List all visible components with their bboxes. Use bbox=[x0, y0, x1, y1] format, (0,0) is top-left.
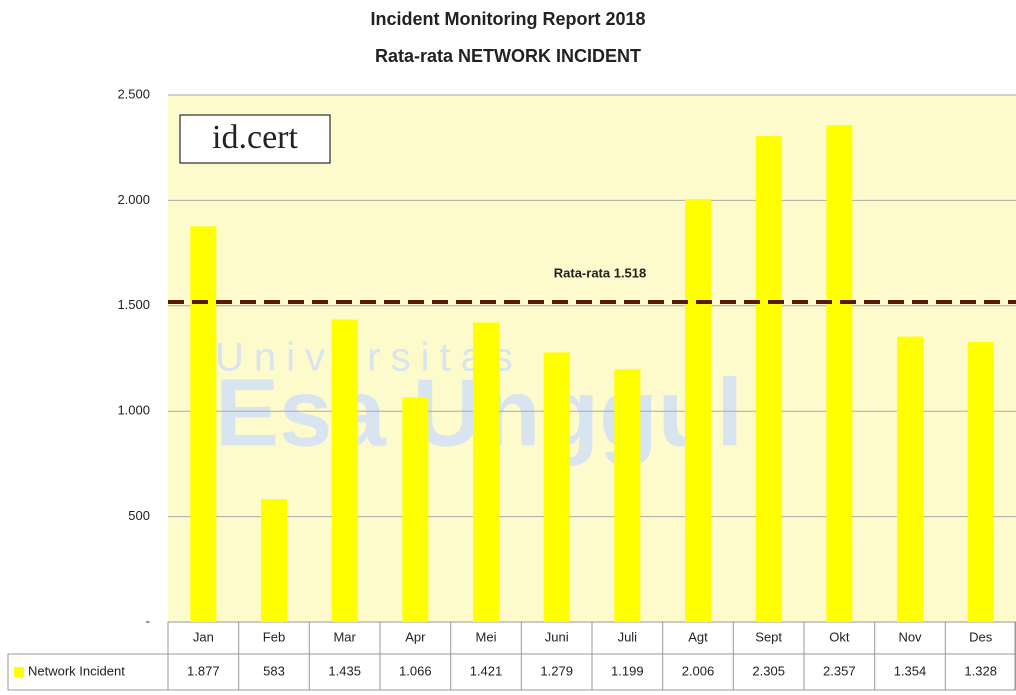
legend-label: Network Incident bbox=[28, 663, 125, 678]
data-label: 1.328 bbox=[964, 663, 997, 678]
x-tick-label: Des bbox=[969, 629, 993, 644]
average-label: Rata-rata 1.518 bbox=[554, 265, 647, 280]
y-tick-label: 2.500 bbox=[117, 86, 150, 101]
data-label: 583 bbox=[263, 663, 285, 678]
data-label: 1.421 bbox=[470, 663, 503, 678]
bar bbox=[826, 125, 852, 622]
data-label: 2.305 bbox=[752, 663, 785, 678]
bar bbox=[473, 322, 499, 622]
data-label: 2.357 bbox=[823, 663, 856, 678]
x-tick-label: Juli bbox=[618, 629, 638, 644]
bar bbox=[968, 342, 994, 622]
chart: Incident Monitoring Report 2018 Rata-rat… bbox=[0, 0, 1016, 695]
bar bbox=[190, 226, 216, 622]
logo: id.cert bbox=[212, 119, 298, 156]
bar bbox=[402, 397, 428, 622]
data-label: 1.877 bbox=[187, 663, 220, 678]
x-tick-label: Mar bbox=[333, 629, 356, 644]
bar bbox=[544, 352, 570, 622]
y-tick-label: 2.000 bbox=[117, 192, 150, 207]
data-label: 1.066 bbox=[399, 663, 432, 678]
x-tick-label: Juni bbox=[545, 629, 569, 644]
table-frame bbox=[8, 654, 1015, 690]
legend-swatch bbox=[14, 667, 24, 677]
bar bbox=[614, 369, 640, 622]
bar bbox=[897, 337, 923, 622]
x-tick-label: Sept bbox=[755, 629, 782, 644]
x-tick-label: Apr bbox=[405, 629, 426, 644]
bar bbox=[756, 136, 782, 622]
data-label: 1.199 bbox=[611, 663, 644, 678]
data-label: 1.354 bbox=[894, 663, 927, 678]
y-tick-label: 500 bbox=[128, 508, 150, 523]
x-tick-label: Feb bbox=[263, 629, 285, 644]
data-label: 1.279 bbox=[540, 663, 573, 678]
x-tick-label: Jan bbox=[193, 629, 214, 644]
x-tick-label: Agt bbox=[688, 629, 708, 644]
x-tick-label: Nov bbox=[898, 629, 922, 644]
bar bbox=[332, 320, 358, 622]
chart-title: Incident Monitoring Report 2018 bbox=[370, 9, 645, 29]
bar bbox=[261, 499, 287, 622]
data-label: 2.006 bbox=[682, 663, 715, 678]
y-tick-label: 1.500 bbox=[117, 297, 150, 312]
bar bbox=[685, 199, 711, 622]
chart-subtitle: Rata-rata NETWORK INCIDENT bbox=[375, 46, 641, 66]
y-tick-label: - bbox=[146, 613, 150, 628]
x-tick-label: Mei bbox=[476, 629, 497, 644]
y-tick-label: 1.000 bbox=[117, 403, 150, 418]
data-label: 1.435 bbox=[328, 663, 361, 678]
x-tick-label: Okt bbox=[829, 629, 850, 644]
